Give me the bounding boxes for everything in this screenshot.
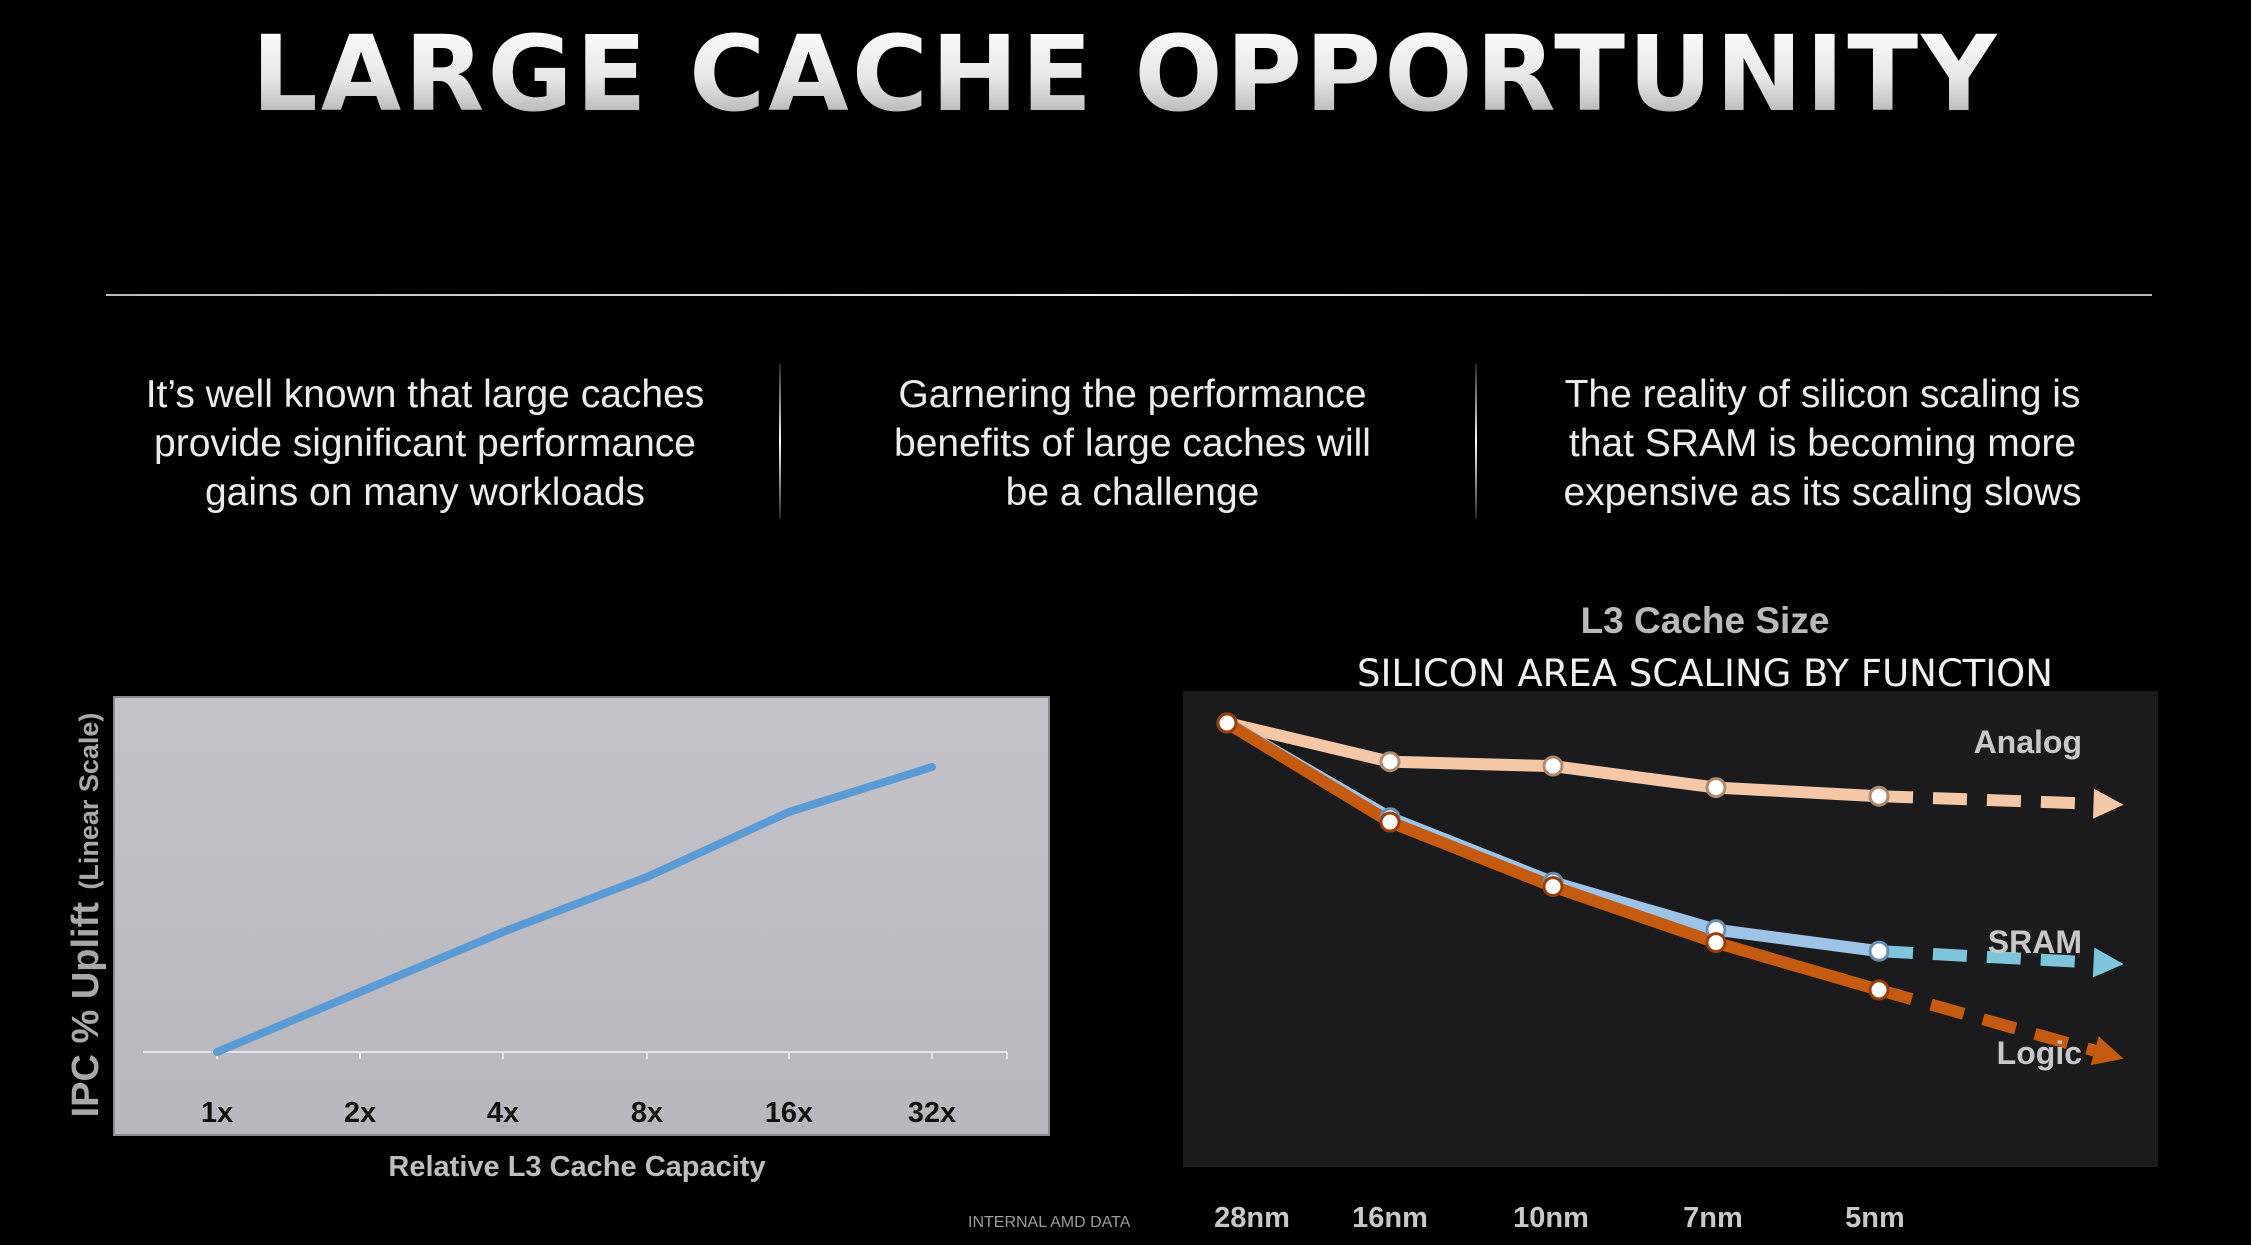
- ipc-y-axis-title-main: IPC % Uplift: [65, 902, 107, 1118]
- ipc-plot-area: [113, 696, 1050, 1136]
- area-x-tick-label: 16nm: [1352, 1202, 1428, 1234]
- area-series-labels: Analog SRAM Logic: [1974, 724, 2082, 1071]
- ipc-x-tick-label: 16x: [765, 1097, 813, 1129]
- ipc-x-tick-label: 8x: [631, 1097, 663, 1129]
- area-point-logic: [1542, 876, 1564, 898]
- column-silicon-scaling: The reality of silicon scaling is that S…: [1510, 370, 2135, 517]
- area-series-label-analog: Analog: [1974, 724, 2082, 760]
- page-title: LARGE CACHE OPPORTUNITY: [0, 22, 2251, 126]
- area-point-logic: [1216, 712, 1238, 734]
- ipc-x-axis: [143, 1051, 1008, 1059]
- column-line: gains on many workloads: [204, 471, 646, 514]
- column-line: It’s well known that large caches: [145, 373, 705, 416]
- area-point-sram: [1868, 940, 1890, 962]
- l3-cache-heading: L3 Cache Size: [1580, 600, 1830, 641]
- area-x-ticks: 28nm 16nm 10nm 7nm 5nm: [1214, 1202, 1905, 1234]
- column-line: expensive as its scaling slows: [1563, 471, 2082, 514]
- title-divider: [106, 294, 2152, 296]
- area-x-tick-label: 10nm: [1513, 1202, 1589, 1234]
- footnote: INTERNAL AMD DATA: [968, 1214, 1131, 1231]
- column-challenge: Garnering the performance benefits of la…: [820, 370, 1445, 517]
- area-point-analog: [1868, 785, 1890, 807]
- ipc-x-tick-label: 32x: [908, 1097, 956, 1129]
- ipc-x-tick-label: 4x: [487, 1097, 519, 1129]
- ipc-y-axis-title-sub: (Linear Scale): [74, 713, 104, 890]
- area-series-logic-projection: [1877, 984, 2097, 1057]
- area-x-tick-label: 7nm: [1683, 1202, 1743, 1234]
- area-point-analog: [1379, 751, 1401, 773]
- column-large-caches: It’s well known that large caches provid…: [110, 370, 740, 517]
- ipc-y-axis-title: IPC % Uplift (Linear Scale): [65, 713, 107, 1118]
- column-line: that SRAM is becoming more: [1568, 422, 2077, 465]
- area-series-sram-projection: [1878, 945, 2094, 969]
- ipc-x-axis-title: Relative L3 Cache Capacity: [388, 1151, 765, 1183]
- column-line: provide significant performance: [154, 422, 696, 465]
- ipc-x-tick-label: 2x: [344, 1097, 376, 1129]
- area-x-tick-label: 28nm: [1214, 1202, 1290, 1234]
- area-point-logic: [1868, 979, 1890, 1001]
- area-point-analog: [1542, 755, 1564, 777]
- area-series-analog-arrowhead: [2093, 788, 2124, 819]
- area-chart-title: SILICON AREA SCALING BY FUNCTION: [1357, 652, 2053, 695]
- area-point-logic: [1379, 811, 1401, 833]
- area-series-label-sram: SRAM: [1988, 924, 2082, 960]
- column-line: benefits of large caches will: [894, 422, 1371, 465]
- ipc-x-ticks: 1x 2x 4x 8x 16x 32x: [201, 1097, 956, 1129]
- area-series-logic-arrowhead: [2090, 1036, 2124, 1066]
- area-series-label-logic: Logic: [1997, 1035, 2082, 1071]
- area-point-logic: [1705, 932, 1727, 954]
- column-line: Garnering the performance: [898, 373, 1367, 416]
- column-separator: [779, 364, 781, 519]
- column-line: The reality of silicon scaling is: [1564, 373, 2081, 416]
- area-series-analog-projection: [1878, 790, 2094, 810]
- column-separator: [1475, 364, 1477, 519]
- area-series-sram-arrowhead: [2092, 947, 2124, 978]
- area-point-analog: [1705, 777, 1727, 799]
- ipc-series-line: [213, 763, 936, 1056]
- area-points: [1216, 712, 1890, 1001]
- column-line: be a challenge: [1005, 471, 1260, 514]
- area-x-tick-label: 5nm: [1845, 1202, 1905, 1234]
- ipc-x-tick-label: 1x: [201, 1097, 233, 1129]
